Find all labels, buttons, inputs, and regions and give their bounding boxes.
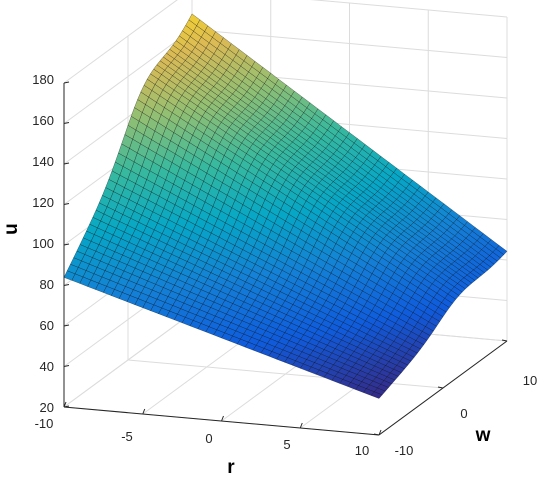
x-tick-mark — [142, 408, 146, 415]
y-tick-label: 0 — [460, 406, 467, 421]
z-tick-mark — [63, 203, 70, 205]
z-tick-label: 60 — [40, 318, 54, 333]
z-tick-mark — [63, 162, 70, 165]
x-tick-label: 10 — [355, 443, 369, 458]
x-tick-mark — [378, 429, 382, 436]
z-axis-label: u — [1, 223, 22, 235]
z-tick-label: 100 — [32, 236, 54, 251]
z-tick-label: 160 — [32, 113, 54, 128]
x-tick-label: -5 — [121, 429, 133, 444]
z-tick-mark — [63, 365, 70, 367]
z-tick-labels: 20 40 60 80 100 120 140 160 180 — [32, 72, 54, 415]
surface-mesh — [63, 13, 508, 399]
z-tick-label: 180 — [32, 72, 54, 87]
z-tick-mark — [63, 405, 70, 408]
y-tick-label: 10 — [523, 373, 537, 388]
axes-lines — [63, 81, 508, 436]
z-tick-mark — [63, 122, 70, 124]
z-tick-mark — [63, 324, 70, 327]
surface-patch — [370, 391, 383, 399]
y-tick-label: -10 — [395, 443, 414, 458]
x-tick-label: 0 — [205, 431, 212, 446]
z-tick-label: 140 — [32, 154, 54, 169]
x-tick-label: 5 — [283, 437, 290, 452]
x-tick-label: -10 — [35, 416, 54, 431]
y-tick-mark — [501, 339, 508, 342]
z-tick-mark — [63, 284, 70, 286]
y-tick-labels: -10 0 10 — [395, 373, 538, 458]
x-tick-mark — [221, 415, 224, 422]
x-tick-labels: -10 -5 0 5 10 — [35, 416, 370, 458]
z-tick-label: 80 — [40, 277, 54, 292]
y-tick-mark — [373, 433, 380, 436]
z-tick-mark — [63, 81, 70, 84]
y-tick-mark — [437, 386, 444, 389]
z-tick-label: 20 — [40, 400, 54, 415]
z-tick-label: 120 — [32, 195, 54, 210]
z-tick-mark — [63, 243, 70, 246]
x-axis-label: r — [227, 457, 235, 478]
y-axis-label: w — [475, 425, 491, 446]
x-tick-mark — [63, 401, 67, 408]
x-tick-mark — [299, 422, 303, 429]
z-tick-label: 40 — [40, 359, 54, 374]
